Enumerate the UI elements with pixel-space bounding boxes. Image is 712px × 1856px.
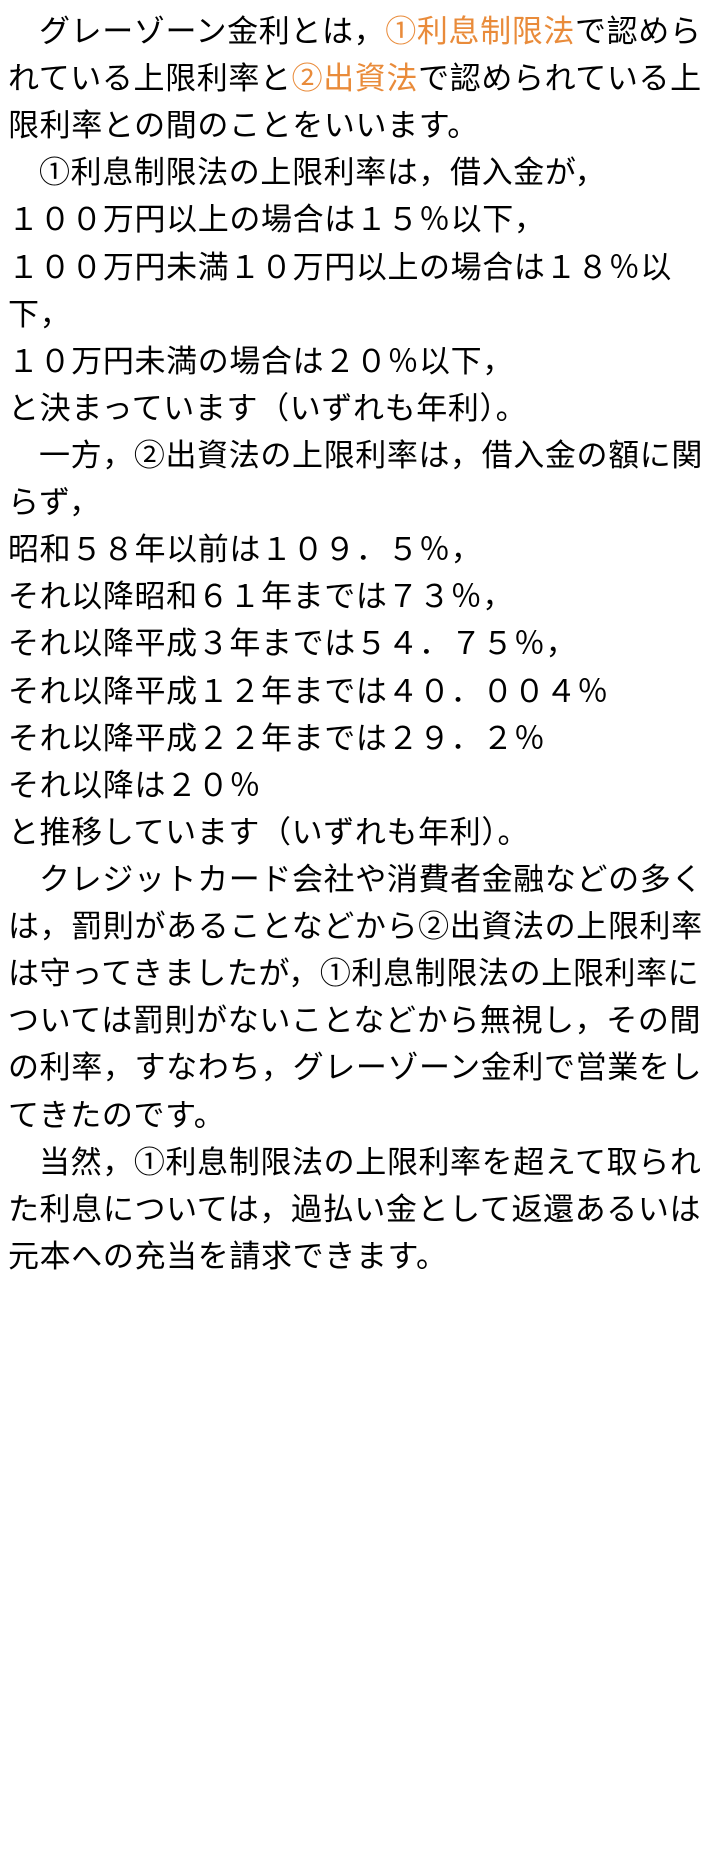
highlighted-text: ②出資法 (292, 61, 418, 96)
body-text: それ以降昭和６１年までは７３％， (8, 579, 514, 614)
paragraph: それ以降平成１２年までは４０．００４％ (8, 668, 704, 715)
body-text: 一方，②出資法の上限利率は，借入金の額に関らず， (8, 438, 703, 520)
body-text: と推移しています（いずれも年利）。 (8, 815, 529, 850)
body-text: それ以降平成２２年までは２９．２％ (8, 721, 546, 756)
paragraph: ①利息制限法の上限利率は，借入金が， (8, 149, 704, 196)
paragraph: クレジットカード会社や消費者金融などの多くは，罰則があることなどから②出資法の上… (8, 856, 704, 1139)
body-text: グレーゾーン金利とは， (39, 14, 385, 49)
paragraph: １００万円以上の場合は１５％以下， (8, 196, 704, 243)
body-text: １００万円未満１０万円以上の場合は１８％以下， (8, 250, 672, 332)
paragraph: と決まっています（いずれも年利）。 (8, 385, 704, 432)
paragraph: それ以降は２０％ (8, 762, 704, 809)
document-body: グレーゾーン金利とは，①利息制限法で認められている上限利率と②出資法で認められて… (8, 8, 704, 1280)
paragraph: １００万円未満１０万円以上の場合は１８％以下， (8, 244, 704, 338)
paragraph: １０万円未満の場合は２０％以下， (8, 338, 704, 385)
paragraph: グレーゾーン金利とは，①利息制限法で認められている上限利率と②出資法で認められて… (8, 8, 704, 149)
body-text: それ以降は２０％ (8, 768, 261, 803)
body-text: それ以降平成１２年までは４０．００４％ (8, 674, 609, 709)
paragraph: 一方，②出資法の上限利率は，借入金の額に関らず， (8, 432, 704, 526)
paragraph: それ以降平成３年までは５４．７５％， (8, 620, 704, 667)
body-text: ①利息制限法の上限利率は，借入金が， (39, 155, 606, 190)
paragraph: それ以降昭和６１年までは７３％， (8, 573, 704, 620)
body-text: 昭和５８年以前は１０９．５％， (8, 532, 482, 567)
paragraph: 昭和５８年以前は１０９．５％， (8, 526, 704, 573)
body-text: と決まっています（いずれも年利）。 (8, 391, 527, 426)
body-text: 当然，①利息制限法の上限利率を超えて取られた利息については，過払い金として返還あ… (8, 1145, 701, 1274)
body-text: クレジットカード会社や消費者金融などの多くは，罰則があることなどから②出資法の上… (8, 862, 703, 1133)
paragraph: 当然，①利息制限法の上限利率を超えて取られた利息については，過払い金として返還あ… (8, 1139, 704, 1280)
highlighted-text: ①利息制限法 (385, 14, 575, 49)
paragraph: と推移しています（いずれも年利）。 (8, 809, 704, 856)
body-text: １０万円未満の場合は２０％以下， (8, 344, 514, 379)
paragraph: それ以降平成２２年までは２９．２％ (8, 715, 704, 762)
body-text: １００万円以上の場合は１５％以下， (8, 202, 546, 237)
body-text: それ以降平成３年までは５４．７５％， (8, 626, 577, 661)
